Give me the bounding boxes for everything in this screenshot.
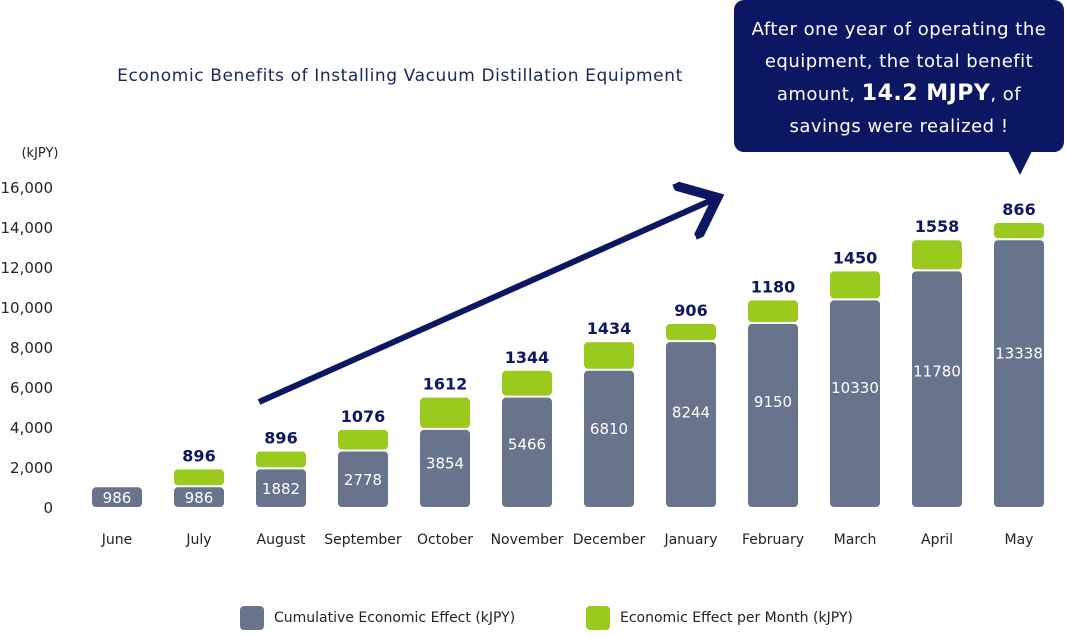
- bar-monthly: [748, 300, 798, 322]
- chart-title: Economic Benefits of Installing Vacuum D…: [117, 66, 683, 86]
- y-tick-label: 4,000: [10, 419, 53, 437]
- x-tick-label: May: [1005, 532, 1034, 548]
- callout-line-3-pre: amount,: [776, 84, 856, 105]
- bar-cumulative-label: 10330: [831, 379, 879, 397]
- x-tick-label: July: [185, 532, 211, 548]
- x-tick-label: September: [324, 532, 402, 548]
- x-tick-label: February: [742, 532, 804, 548]
- bar-cumulative-label: 13338: [995, 344, 1043, 362]
- y-tick-label: 16,000: [1, 179, 54, 197]
- bar-monthly-label: 1558: [915, 217, 960, 236]
- bar-cumulative-label: 8244: [672, 403, 710, 421]
- bar-cumulative: [994, 240, 1044, 508]
- y-tick-label: 8,000: [10, 339, 53, 357]
- bar-cumulative-label: 2778: [344, 471, 382, 489]
- callout-line-1: After one year of operating the: [751, 19, 1047, 40]
- trend-arrow: [257, 200, 712, 405]
- x-tick-label: November: [491, 532, 564, 548]
- bar-cumulative: [420, 429, 470, 507]
- bar-monthly-label: 1434: [587, 319, 632, 338]
- legend-swatch-monthly: [586, 606, 610, 630]
- legend-label-cumulative: Cumulative Economic Effect (kJPY): [274, 610, 516, 626]
- legend-item-monthly: Economic Effect per Month (kJPY): [586, 606, 853, 630]
- callout-pointer: [1008, 151, 1032, 175]
- bar-monthly: [174, 469, 224, 486]
- x-tick-label: December: [573, 532, 646, 548]
- bar-monthly-label: 1612: [423, 375, 468, 394]
- bar-cumulative-label: 986: [185, 489, 214, 507]
- x-tick-label: June: [101, 532, 133, 548]
- bar-cumulative-label: 6810: [590, 420, 628, 438]
- bar-monthly-label: 896: [182, 446, 215, 465]
- bar-cumulative: [256, 469, 306, 507]
- x-tick-label: October: [417, 532, 473, 548]
- legend-swatch-cumulative: [240, 606, 264, 630]
- bar-cumulative: [748, 324, 798, 507]
- bar-monthly-label: 1180: [751, 277, 796, 296]
- bar-monthly: [338, 429, 388, 450]
- legend-item-cumulative: Cumulative Economic Effect (kJPY): [240, 606, 515, 630]
- y-tick-label: 6,000: [10, 379, 53, 397]
- x-tick-label: January: [663, 532, 717, 548]
- bar-cumulative-label: 9150: [754, 393, 792, 411]
- y-axis-label: (kJPY): [21, 146, 58, 161]
- x-tick-label: March: [834, 532, 877, 548]
- y-tick-label: 0: [43, 499, 53, 517]
- callout-total-amount: 14.2 MJPY: [861, 81, 991, 106]
- bar-cumulative: [666, 342, 716, 507]
- bar-cumulative-label: 5466: [508, 436, 546, 454]
- x-tick-label: August: [257, 532, 307, 548]
- summary-callout: After one year of operating the equipmen…: [734, 0, 1064, 152]
- y-tick-label: 10,000: [1, 299, 54, 317]
- bar-cumulative-label: 1882: [262, 480, 300, 498]
- bar-cumulative-label: 986: [103, 489, 132, 507]
- bar-monthly-label: 906: [674, 301, 707, 320]
- y-tick-label: 12,000: [1, 259, 54, 277]
- bar-monthly-label: 866: [1002, 200, 1035, 219]
- y-tick-label: 2,000: [10, 459, 53, 477]
- callout-line-4: savings were realized !: [789, 116, 1009, 137]
- bar-monthly: [912, 240, 962, 270]
- bar-cumulative: [584, 370, 634, 507]
- y-tick-label: 14,000: [1, 219, 54, 237]
- bar-cumulative: [502, 397, 552, 507]
- callout-line-3: amount, 14.2 MJPY, of: [748, 78, 1050, 111]
- bar-cumulative: [174, 487, 224, 507]
- bar-monthly-label: 1344: [505, 348, 550, 367]
- bar-monthly: [994, 222, 1044, 239]
- bar-cumulative: [830, 300, 880, 507]
- x-tick-label: April: [921, 532, 953, 548]
- bar-monthly-label: 1076: [341, 407, 386, 426]
- bar-monthly-label: 896: [264, 428, 297, 447]
- legend-label-monthly: Economic Effect per Month (kJPY): [620, 610, 853, 626]
- callout-line-2: equipment, the total benefit: [764, 51, 1034, 72]
- callout-line-3-post: , of: [990, 84, 1022, 105]
- bar-monthly: [502, 370, 552, 396]
- bar-monthly: [830, 271, 880, 299]
- bar-monthly: [666, 324, 716, 341]
- bar-cumulative-label: 11780: [913, 362, 961, 380]
- bar-cumulative: [912, 271, 962, 507]
- bar-cumulative: [338, 451, 388, 507]
- bar-monthly: [420, 397, 470, 428]
- bar-monthly-label: 1450: [833, 248, 878, 267]
- bar-monthly: [584, 342, 634, 369]
- bar-monthly: [256, 451, 306, 468]
- bar-cumulative-label: 3854: [426, 454, 464, 472]
- bar-cumulative: [92, 487, 142, 507]
